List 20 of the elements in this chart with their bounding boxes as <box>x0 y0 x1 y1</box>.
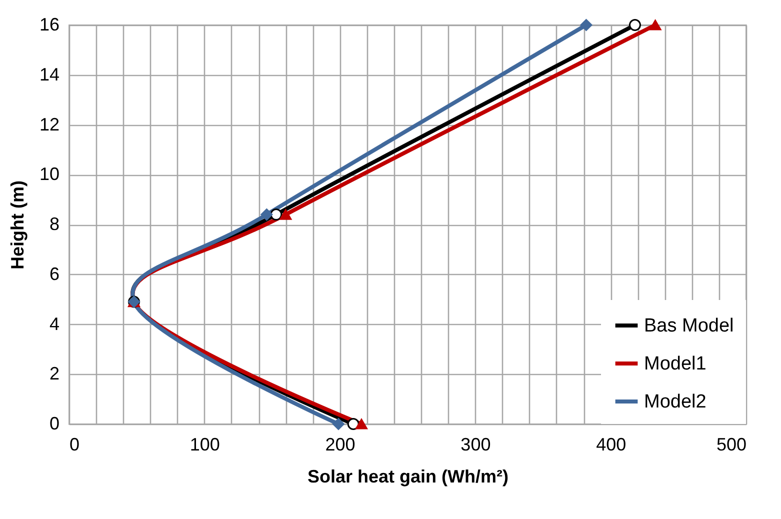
legend-label: Model1 <box>644 354 706 374</box>
x-tick-label: 300 <box>460 434 491 454</box>
y-tick-label: 6 <box>49 264 60 284</box>
y-tick-label: 16 <box>39 14 60 34</box>
y-tick-label: 4 <box>49 314 60 334</box>
y-tick-label: 8 <box>49 214 60 234</box>
y-tick-label: 14 <box>39 64 60 84</box>
y-tick-label: 2 <box>49 364 60 384</box>
y-axis-title: Height (m) <box>7 180 28 270</box>
x-tick-label: 500 <box>716 434 746 454</box>
y-tick-label: 0 <box>49 414 60 434</box>
x-tick-label: 0 <box>70 434 80 454</box>
x-tick-label: 200 <box>325 434 356 454</box>
legend-label: Model2 <box>644 392 706 412</box>
y-tick-label: 12 <box>39 114 60 134</box>
legend-label: Bas Model <box>644 316 734 336</box>
x-axis-title: Solar heat gain (Wh/m²) <box>307 466 509 486</box>
x-tick-label: 400 <box>596 434 626 454</box>
x-tick-label: 100 <box>190 434 220 454</box>
y-tick-label: 10 <box>39 164 60 184</box>
